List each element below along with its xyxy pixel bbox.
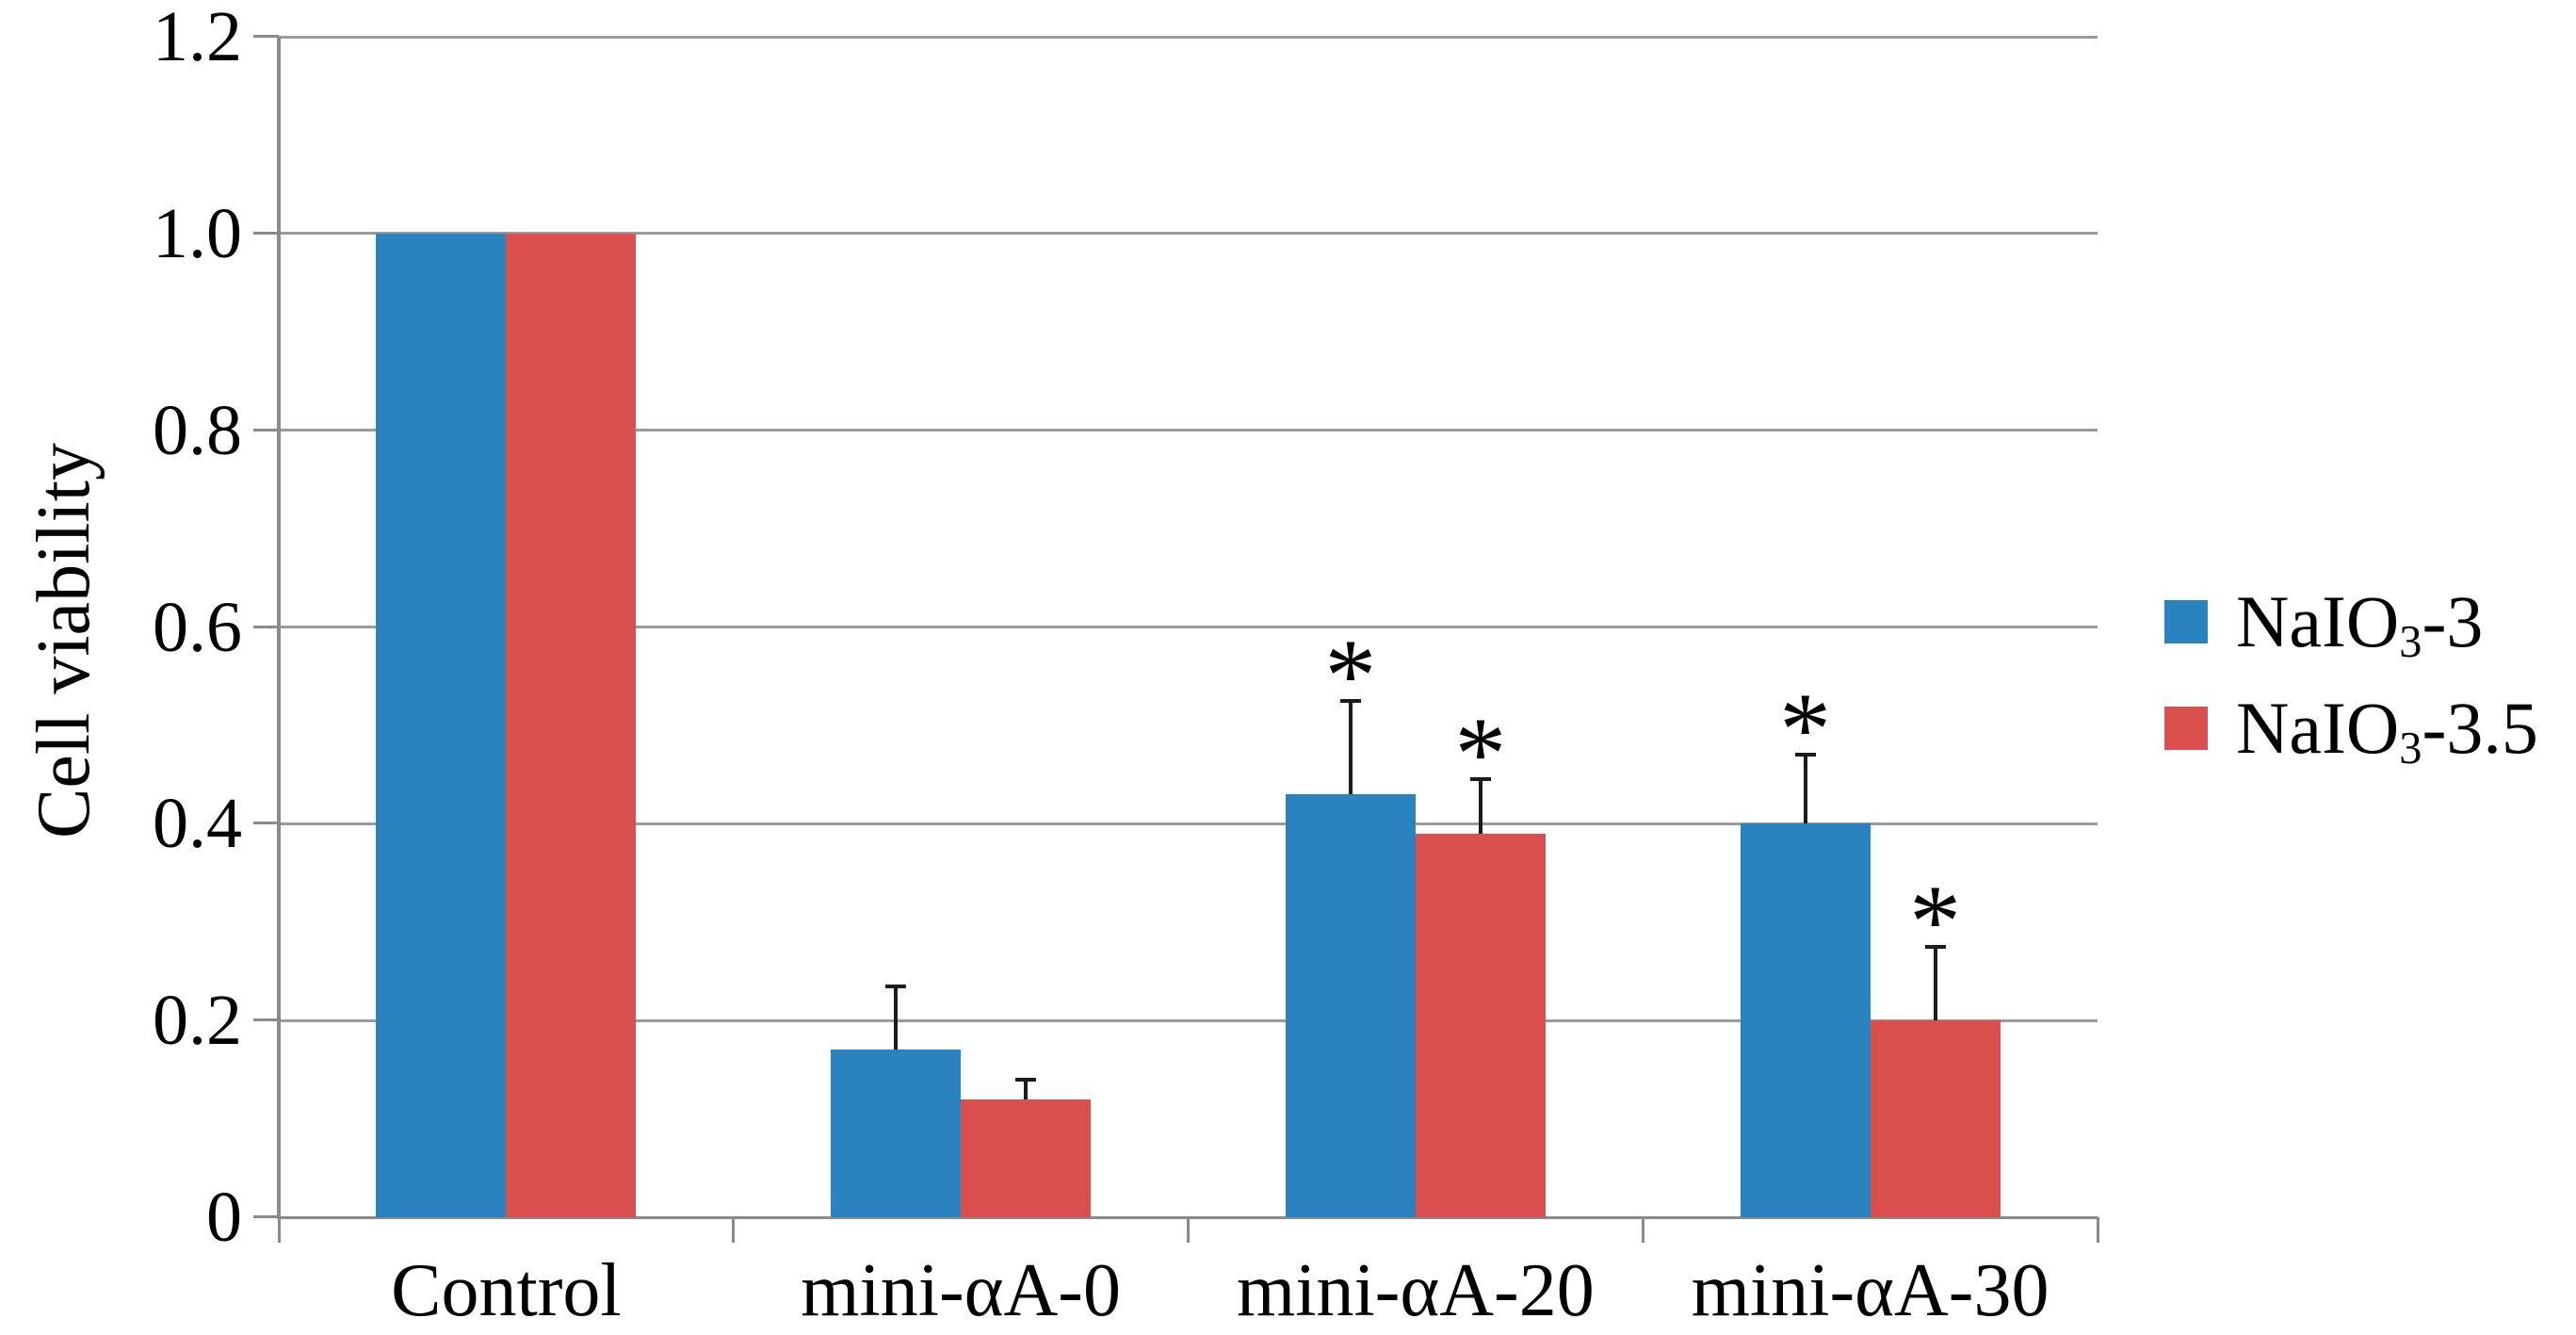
bar-mini-a-0-naio-3-5	[961, 1099, 1092, 1217]
y-tick	[253, 35, 279, 38]
error-bar-cap-mini-a-30-naio-3	[1794, 753, 1816, 757]
y-tick-label: 0.6	[153, 587, 242, 667]
error-bar-mini-a-0-naio-3	[894, 985, 899, 1050]
x-tick-label-mini-a-20: mini-αA-20	[1237, 1249, 1595, 1332]
x-tick-label-control: Control	[391, 1249, 622, 1332]
legend-swatch-naio3-3-5	[2164, 707, 2208, 750]
legend-swatch-naio3-3	[2164, 600, 2208, 643]
x-tick	[1641, 1217, 1644, 1243]
bar-mini-a-20-naio-3-5	[1415, 833, 1546, 1217]
y-tick-label: 1.2	[153, 0, 242, 76]
y-tick-label: 1.0	[153, 193, 242, 273]
legend-label-text: -3.5	[2422, 687, 2538, 769]
legend-label-text: -3	[2422, 580, 2484, 662]
gridline	[279, 626, 2098, 628]
significance-asterisk-mini-a-20-naio-3: *	[1324, 617, 1377, 733]
x-tick	[277, 1217, 281, 1243]
error-bar-cap-mini-a-30-naio-3-5	[1924, 944, 1946, 949]
error-bar-cap-mini-a-20-naio-3-5	[1469, 777, 1491, 782]
legend-label-subscript: 3	[2399, 723, 2422, 773]
bar-mini-a-30-naio-3	[1740, 823, 1871, 1217]
error-bar-mini-a-20-naio-3	[1348, 700, 1353, 794]
bar-mini-a-0-naio-3	[831, 1050, 962, 1217]
legend-label-text: NaIO	[2236, 687, 2400, 769]
error-bar-cap-mini-a-20-naio-3	[1339, 698, 1361, 703]
legend-item-naio3-3-5: NaIO3-3.5	[2164, 692, 2538, 771]
gridline	[279, 232, 2098, 236]
bar-mini-a-30-naio-3-5	[1870, 1020, 2001, 1217]
x-tick	[2096, 1217, 2099, 1243]
y-axis-line	[277, 37, 281, 1219]
y-tick	[253, 428, 279, 431]
x-tick-label-mini-a-0: mini-αA-0	[801, 1249, 1121, 1332]
error-bar-mini-a-0-naio-3-5	[1024, 1079, 1029, 1099]
y-tick	[253, 1215, 279, 1218]
x-tick	[732, 1217, 736, 1243]
x-tick-label-mini-a-30: mini-αA-30	[1691, 1249, 2049, 1332]
y-tick-label: 0.8	[153, 390, 242, 470]
gridline	[279, 822, 2098, 825]
legend-item-naio3-3: NaIO3-3	[2164, 585, 2483, 664]
legend-label-naio3-3-5: NaIO3-3.5	[2236, 692, 2538, 772]
x-tick	[1187, 1217, 1190, 1243]
y-tick-label: 0.2	[153, 981, 242, 1061]
significance-asterisk-mini-a-30-naio-3: *	[1779, 672, 1832, 788]
y-tick	[253, 822, 279, 825]
legend-label-subscript: 3	[2399, 616, 2422, 667]
gridline	[279, 35, 2098, 39]
error-bar-cap-mini-a-0-naio-3	[885, 984, 907, 988]
gridline	[279, 1018, 2098, 1022]
significance-asterisk-mini-a-30-naio-3-5: *	[1909, 863, 1962, 979]
error-bar-mini-a-20-naio-3-5	[1478, 779, 1482, 834]
y-tick-label: 0.4	[153, 784, 242, 864]
legend-label-text: NaIO	[2236, 580, 2400, 662]
bar-control-naio-3	[376, 233, 507, 1217]
error-bar-cap-mini-a-0-naio-3-5	[1015, 1077, 1037, 1082]
bar-control-naio-3-5	[506, 233, 637, 1217]
y-tick	[253, 625, 279, 628]
significance-asterisk-mini-a-20-naio-3-5: *	[1454, 696, 1507, 812]
y-tick-label: 0	[206, 1178, 242, 1257]
error-bar-mini-a-30-naio-3-5	[1933, 946, 1937, 1021]
y-tick	[253, 1018, 279, 1022]
y-tick	[253, 231, 279, 235]
error-bar-mini-a-30-naio-3	[1803, 755, 1807, 824]
gridline	[279, 429, 2098, 432]
legend-label-naio3-3: NaIO3-3	[2236, 585, 2483, 665]
bar-mini-a-20-naio-3	[1285, 794, 1416, 1217]
